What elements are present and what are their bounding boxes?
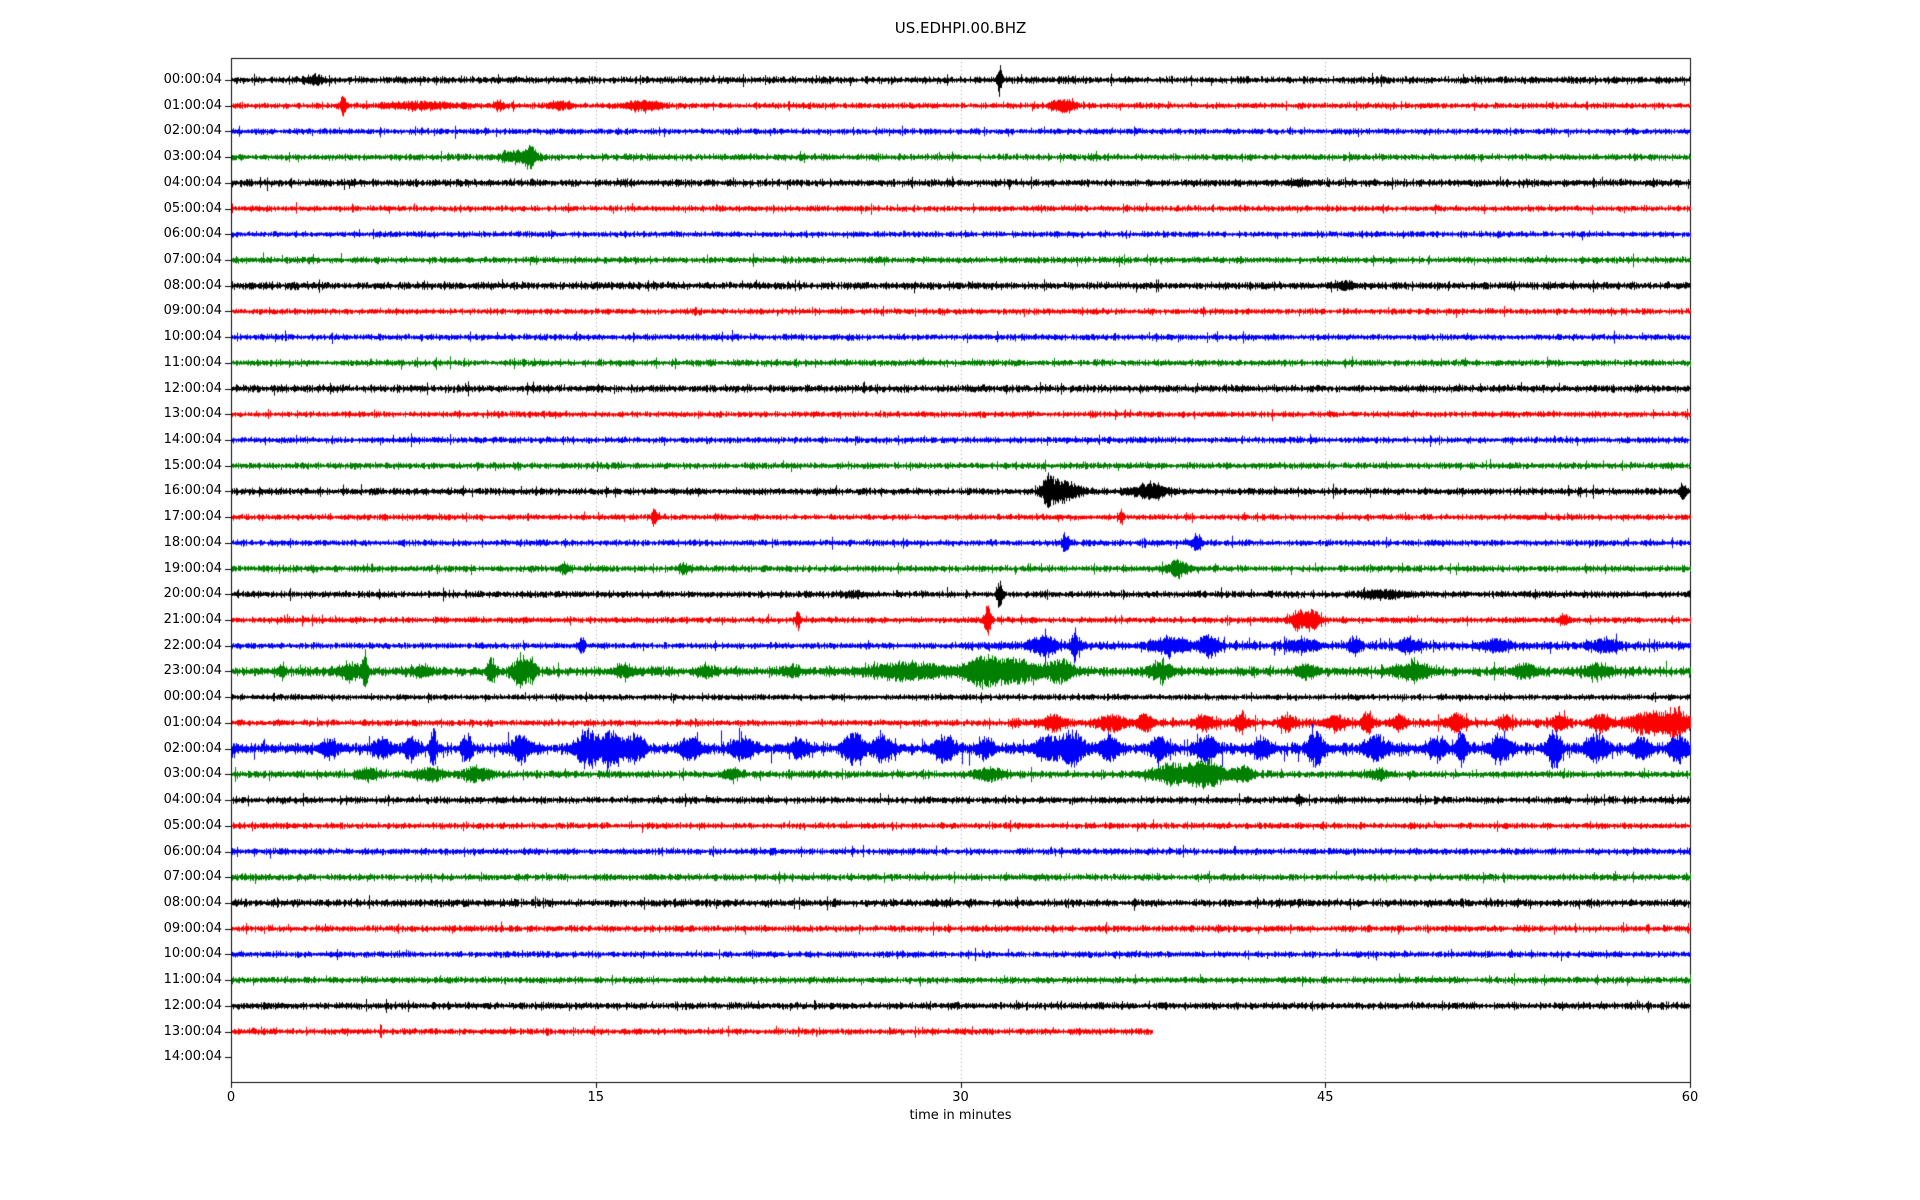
y-tick-label-7: 07:00:04 [163,252,222,268]
y-tick-label-3: 03:00:04 [163,149,222,165]
y-tick-label-29: 05:00:04 [163,817,222,833]
y-tick-label-15: 15:00:04 [163,457,222,473]
x-axis-label: time in minutes [909,1108,1012,1123]
x-tick-label-4: 60 [1681,1090,1699,1105]
y-tick-label-23: 23:00:04 [163,663,222,679]
y-tick-label-8: 08:00:04 [163,277,222,293]
y-tick-label-38: 14:00:04 [163,1049,222,1065]
y-tick-label-13: 13:00:04 [163,406,222,422]
y-tick-label-16: 16:00:04 [163,483,222,499]
y-tick-label-14: 14:00:04 [163,432,222,448]
y-tick-label-36: 12:00:04 [163,997,222,1013]
y-tick-label-26: 02:00:04 [163,740,222,756]
y-tick-label-28: 04:00:04 [163,792,222,808]
y-tick-label-21: 21:00:04 [163,612,222,628]
y-tick-label-0: 00:00:04 [163,72,222,87]
y-tick-label-4: 04:00:04 [163,174,222,190]
y-tick-label-5: 05:00:04 [163,200,222,216]
x-tick-label-1: 15 [587,1090,605,1105]
y-tick-label-17: 17:00:04 [163,509,222,525]
y-tick-label-34: 10:00:04 [163,946,222,962]
y-tick-label-33: 09:00:04 [163,920,222,936]
y-tick-label-10: 10:00:04 [163,329,222,345]
chart-title: US.EDHPI.00.BHZ [894,19,1027,37]
y-tick-label-24: 00:00:04 [163,689,222,705]
y-tick-label-1: 01:00:04 [163,97,222,113]
y-tick-label-19: 19:00:04 [163,560,222,576]
y-tick-label-37: 13:00:04 [163,1023,222,1039]
y-tick-label-32: 08:00:04 [163,894,222,910]
y-tick-label-31: 07:00:04 [163,869,222,885]
x-tick-label-3: 45 [1316,1090,1334,1105]
y-tick-label-30: 06:00:04 [163,843,222,859]
y-tick-label-6: 06:00:04 [163,226,222,242]
y-tick-label-22: 22:00:04 [163,637,222,653]
y-tick-label-35: 11:00:04 [163,972,222,988]
x-tick-label-0: 0 [226,1090,236,1105]
y-tick-label-27: 03:00:04 [163,766,222,782]
y-tick-label-25: 01:00:04 [163,714,222,730]
y-tick-label-20: 20:00:04 [163,586,222,602]
y-tick-label-11: 11:00:04 [163,354,222,370]
y-tick-label-12: 12:00:04 [163,380,222,396]
y-tick-label-9: 09:00:04 [163,303,222,319]
y-tick-label-2: 02:00:04 [163,123,222,139]
y-tick-label-18: 18:00:04 [163,534,222,550]
x-tick-label-2: 30 [952,1090,969,1105]
